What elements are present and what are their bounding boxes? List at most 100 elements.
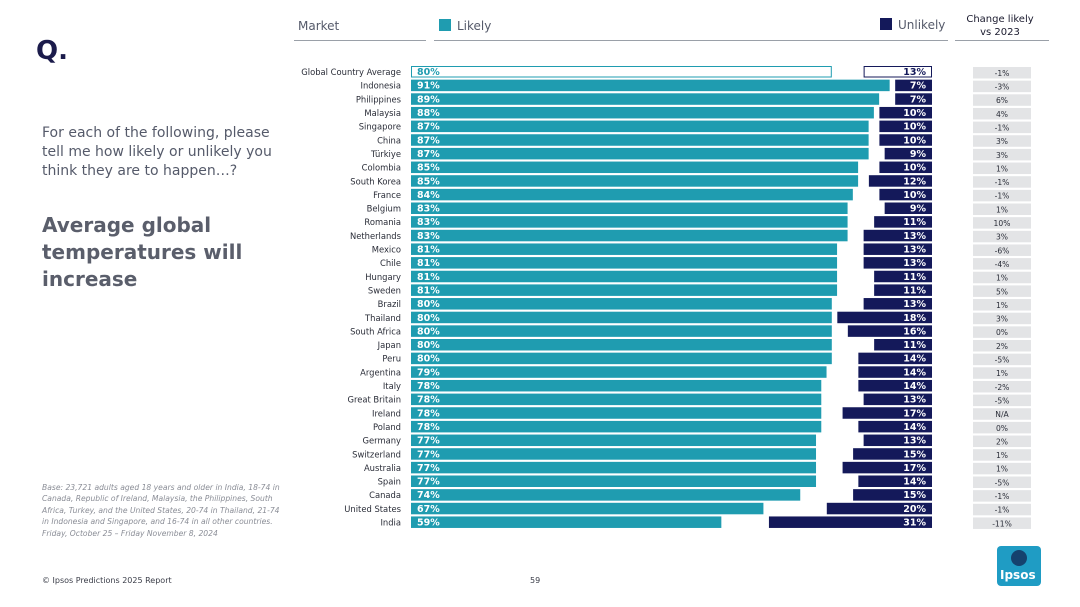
likely-bar xyxy=(411,461,817,474)
unlikely-bar xyxy=(863,257,932,269)
change-cell xyxy=(973,367,1031,379)
change-cell xyxy=(973,476,1031,488)
unlikely-bar xyxy=(858,475,932,487)
likely-value-label: 77% xyxy=(417,477,440,488)
category-label: Malaysia xyxy=(364,108,401,118)
category-label: Germany xyxy=(363,436,402,446)
unlikely-bar xyxy=(874,339,932,351)
ipsos-logo: Ipsos xyxy=(997,546,1041,586)
category-label: South Africa xyxy=(350,326,401,336)
change-cell xyxy=(973,244,1031,256)
unlikely-bar xyxy=(879,134,932,146)
unlikely-value-label: 10% xyxy=(903,108,926,119)
category-label: Global Country Average xyxy=(301,67,401,77)
likely-value-label: 78% xyxy=(417,381,440,392)
likely-bar xyxy=(411,93,880,105)
likely-value-label: 85% xyxy=(417,163,440,174)
change-value-label: 4% xyxy=(996,110,1008,119)
unlikely-bar xyxy=(874,284,932,296)
likely-bar xyxy=(411,311,832,324)
category-label: Argentina xyxy=(360,367,401,377)
unlikely-value-label: 17% xyxy=(903,408,926,419)
unlikely-value-label: 18% xyxy=(903,313,926,324)
change-cell xyxy=(973,203,1031,215)
category-label: Sweden xyxy=(368,285,401,295)
unlikely-bar xyxy=(768,516,932,528)
change-value-label: -1% xyxy=(995,69,1010,78)
unlikely-value-label: 13% xyxy=(903,395,926,406)
change-value-label: -11% xyxy=(992,519,1012,528)
unlikely-value-label: 12% xyxy=(903,176,926,187)
likely-bar xyxy=(411,66,832,78)
category-label: Peru xyxy=(382,354,401,364)
change-value-label: -5% xyxy=(995,356,1010,365)
unlikely-value-label: 10% xyxy=(903,122,926,133)
base-note: Base: 23,721 adults aged 18 years and ol… xyxy=(42,483,280,538)
unlikely-bar xyxy=(863,243,932,255)
change-cell xyxy=(973,462,1031,475)
category-label: Switzerland xyxy=(352,449,401,459)
unlikely-value-label: 13% xyxy=(903,436,926,447)
unlikely-bar xyxy=(874,270,932,283)
change-value-label: 3% xyxy=(996,151,1008,160)
change-value-label: -1% xyxy=(995,178,1010,187)
unlikely-bar xyxy=(842,407,932,419)
likely-header: Likely xyxy=(457,19,492,33)
unlikely-bar xyxy=(863,434,932,447)
unlikely-value-label: 16% xyxy=(903,326,926,337)
category-label: France xyxy=(373,190,401,200)
likely-bar xyxy=(411,216,848,228)
unlikely-value-label: 7% xyxy=(910,94,927,105)
change-header: Change likely vs 2023 xyxy=(966,14,1034,38)
likely-value-label: 87% xyxy=(417,135,440,146)
unlikely-bar xyxy=(863,298,932,310)
likely-bar xyxy=(411,147,869,160)
category-label: China xyxy=(377,135,401,145)
change-cell xyxy=(973,107,1031,120)
change-cell xyxy=(973,394,1031,407)
change-cell xyxy=(973,230,1031,243)
likely-bar xyxy=(411,202,848,214)
change-value-label: -6% xyxy=(995,246,1010,255)
likely-value-label: 78% xyxy=(417,395,440,406)
unlikely-value-label: 11% xyxy=(903,285,926,296)
unlikely-value-label: 13% xyxy=(903,258,926,269)
unlikely-bar xyxy=(858,352,932,365)
likely-value-label: 85% xyxy=(417,176,440,187)
likely-value-label: 83% xyxy=(417,217,440,228)
likely-value-label: 81% xyxy=(417,245,440,256)
change-value-label: 1% xyxy=(996,369,1008,378)
likely-value-label: 91% xyxy=(417,81,440,92)
likely-value-label: 80% xyxy=(417,313,440,324)
change-cell xyxy=(973,162,1031,175)
change-value-label: 3% xyxy=(996,233,1008,242)
unlikely-value-label: 17% xyxy=(903,463,926,474)
likely-bar xyxy=(411,270,838,283)
likely-bar xyxy=(411,79,890,92)
unlikely-value-label: 14% xyxy=(903,367,926,378)
change-cell xyxy=(973,353,1031,366)
likely-value-label: 77% xyxy=(417,449,440,460)
likely-header-underline xyxy=(434,40,948,41)
change-value-label: 10% xyxy=(994,219,1011,228)
unlikely-bar xyxy=(879,106,932,119)
likely-value-label: 74% xyxy=(417,490,440,501)
likely-bar xyxy=(411,325,832,337)
change-value-label: 1% xyxy=(996,274,1008,283)
unlikely-value-label: 14% xyxy=(903,381,926,392)
change-value-label: 6% xyxy=(996,96,1008,105)
unlikely-value-label: 10% xyxy=(903,135,926,146)
unlikely-value-label: 13% xyxy=(903,231,926,242)
category-label: India xyxy=(380,518,401,528)
likely-bar xyxy=(411,161,859,174)
unlikely-value-label: 15% xyxy=(903,449,926,460)
likely-bar xyxy=(411,284,838,296)
change-value-label: -2% xyxy=(995,383,1010,392)
change-cell xyxy=(973,148,1031,161)
unlikely-value-label: 10% xyxy=(903,190,926,201)
change-value-label: 0% xyxy=(996,424,1008,433)
change-cell xyxy=(973,421,1031,434)
page-number: 59 xyxy=(530,576,541,585)
unlikely-value-label: 10% xyxy=(903,163,926,174)
likely-value-label: 80% xyxy=(417,340,440,351)
